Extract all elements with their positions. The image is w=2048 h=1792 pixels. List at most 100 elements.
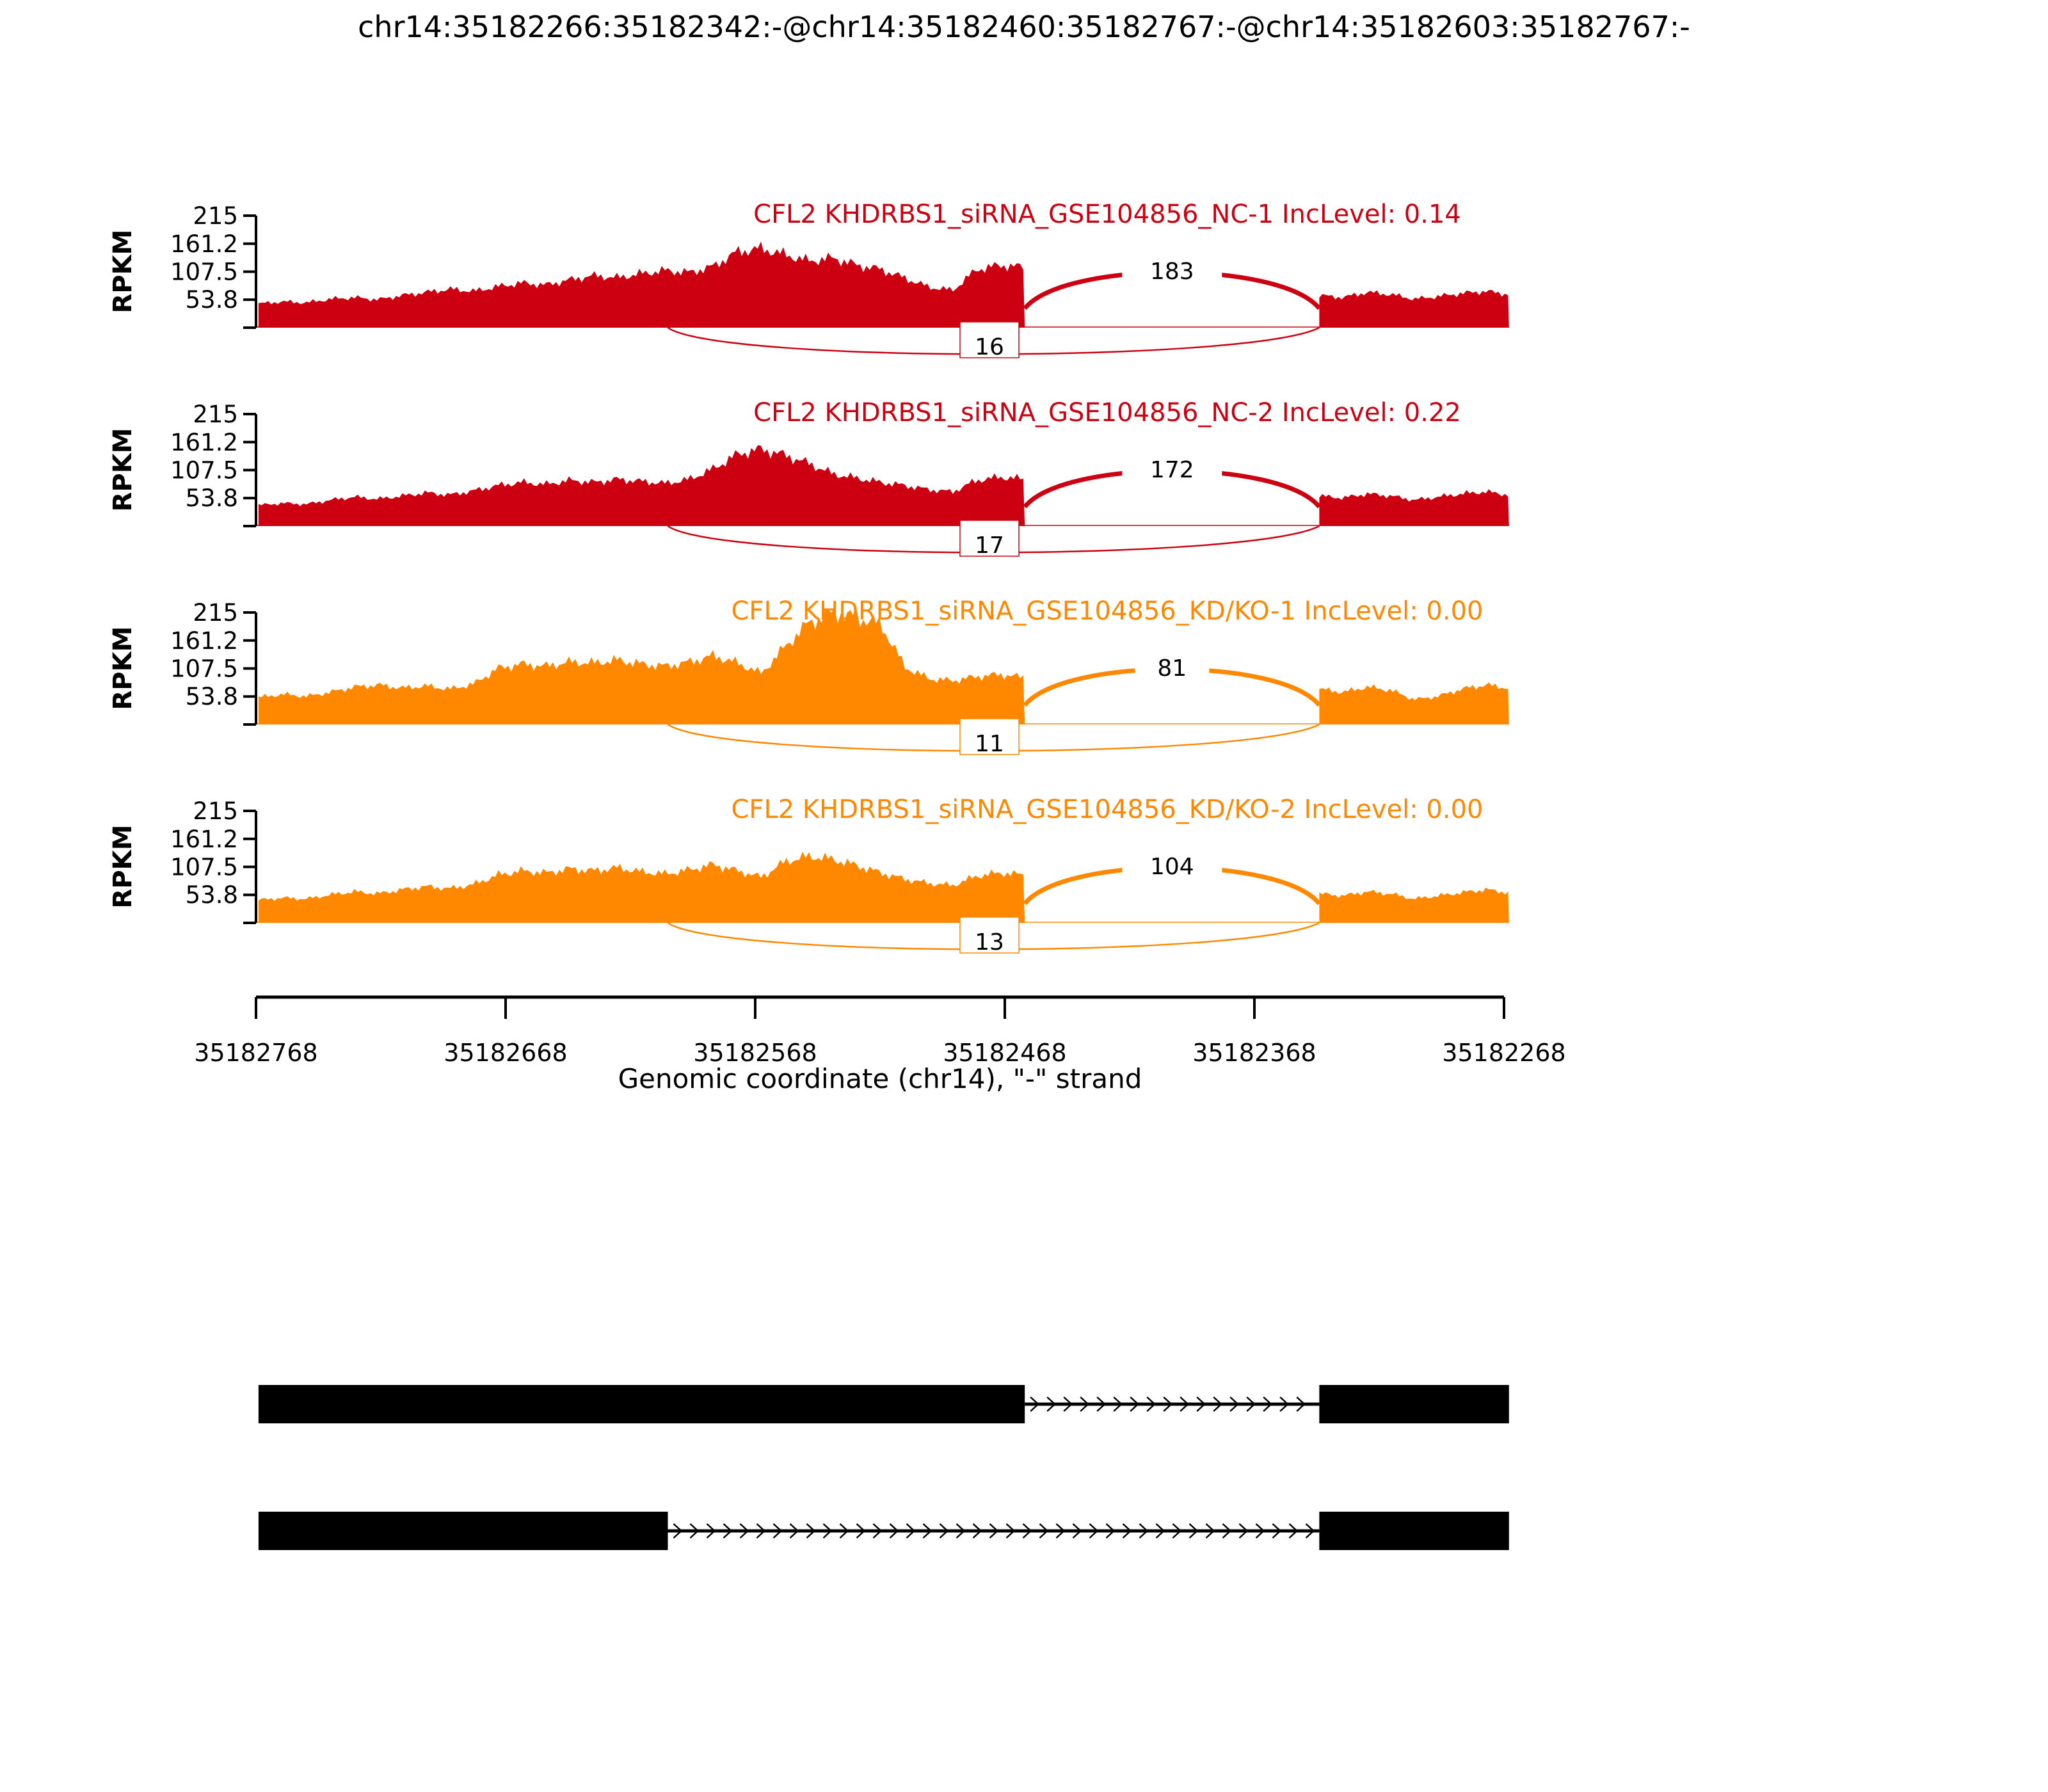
x-tick-label: 35182668 bbox=[444, 1039, 567, 1067]
junction-count-top: 183 bbox=[1150, 259, 1194, 285]
intron-arrow bbox=[1272, 1523, 1282, 1539]
intron-arrow bbox=[1080, 1396, 1090, 1412]
intron-arrow bbox=[1146, 1396, 1156, 1412]
x-tick-label: 35182568 bbox=[693, 1039, 817, 1067]
x-tick-label: 35182268 bbox=[1442, 1039, 1565, 1067]
intron-arrow bbox=[1063, 1396, 1073, 1412]
junction-count-box bbox=[959, 321, 1020, 358]
y-tick-label: 161.2 bbox=[170, 230, 238, 258]
intron-arrow bbox=[1188, 1523, 1199, 1539]
intron-arrow bbox=[673, 1523, 683, 1539]
intron-arrow bbox=[706, 1523, 716, 1539]
coverage-area bbox=[1319, 489, 1509, 526]
intron-arrow bbox=[839, 1523, 849, 1539]
track-3: CFL2 KHDRBS1_siRNA_GSE104856_KD/KO-2 Inc… bbox=[108, 795, 1509, 956]
isoform-1 bbox=[258, 1512, 1509, 1550]
intron-arrow bbox=[772, 1523, 783, 1539]
intron-arrow bbox=[939, 1523, 949, 1539]
intron-arrow bbox=[1005, 1523, 1016, 1539]
gene-model bbox=[258, 1385, 1509, 1550]
coverage-area bbox=[1319, 290, 1509, 328]
intron-arrow bbox=[1030, 1396, 1040, 1412]
y-tick-label: 53.8 bbox=[186, 484, 238, 512]
intron-arrow bbox=[1172, 1523, 1182, 1539]
intron-arrow bbox=[723, 1523, 733, 1539]
y-tick-label: 161.2 bbox=[170, 429, 238, 456]
intron-arrow bbox=[1122, 1523, 1132, 1539]
intron-arrow bbox=[1196, 1396, 1206, 1412]
x-axis: 35182768 35182668 35182568 35182468 35182368… bbox=[194, 995, 1566, 1067]
intron-arrow bbox=[1155, 1523, 1165, 1539]
coverage-area bbox=[258, 851, 1025, 923]
intron-arrow bbox=[856, 1523, 866, 1539]
track-3-title: CFL2 KHDRBS1_siRNA_GSE104856_KD/KO-2 Inc… bbox=[732, 795, 1484, 824]
coverage-area bbox=[258, 608, 1025, 724]
y-tick-label: 215 bbox=[193, 599, 238, 627]
y-tick-label: 161.2 bbox=[170, 826, 238, 853]
y-tick-label: 161.2 bbox=[170, 627, 238, 655]
intron-arrow bbox=[822, 1523, 833, 1539]
intron-arrow bbox=[1229, 1396, 1240, 1412]
intron-arrow bbox=[1296, 1396, 1306, 1412]
track-0: CFL2 KHDRBS1_siRNA_GSE104856_NC-1 IncLev… bbox=[108, 200, 1509, 360]
intron-arrow bbox=[756, 1523, 766, 1539]
plot-title: chr14:35182266:35182342:-@chr14:35182460… bbox=[358, 10, 1690, 44]
y-axis-label: RPKM bbox=[108, 230, 138, 314]
y-tick-label: 107.5 bbox=[170, 259, 238, 286]
junction-count-bottom: 11 bbox=[975, 731, 1004, 757]
intron-arrow bbox=[1089, 1523, 1099, 1539]
intron-arrow bbox=[872, 1523, 883, 1539]
x-tick-label: 35182768 bbox=[194, 1039, 317, 1067]
junction-count-box bbox=[959, 718, 1020, 755]
exon-block bbox=[1319, 1512, 1509, 1550]
coverage-area bbox=[258, 445, 1025, 526]
intron-arrow bbox=[1072, 1523, 1082, 1539]
y-axis-label: RPKM bbox=[108, 825, 138, 909]
intron-arrow bbox=[1163, 1396, 1173, 1412]
intron-arrow bbox=[689, 1523, 700, 1539]
intron-arrow bbox=[906, 1523, 916, 1539]
exon-block bbox=[1319, 1385, 1509, 1423]
intron-arrow bbox=[806, 1523, 816, 1539]
junction-count-top: 81 bbox=[1157, 655, 1187, 682]
intron-arrow bbox=[956, 1523, 966, 1539]
junction-count-top: 172 bbox=[1150, 457, 1194, 483]
track-1: CFL2 KHDRBS1_siRNA_GSE104856_NC-2 IncLev… bbox=[108, 398, 1509, 559]
junction-count-box bbox=[1122, 850, 1222, 883]
intron-arrow bbox=[1180, 1396, 1190, 1412]
y-tick-label: 107.5 bbox=[170, 457, 238, 484]
intron-arrow bbox=[1279, 1396, 1290, 1412]
junction-count-bottom: 13 bbox=[975, 929, 1004, 956]
junction-count-box bbox=[1122, 255, 1222, 288]
track-1-title: CFL2 KHDRBS1_siRNA_GSE104856_NC-2 IncLev… bbox=[753, 398, 1461, 428]
coverage-area bbox=[258, 241, 1025, 328]
intron-arrow bbox=[1130, 1396, 1140, 1412]
junction-count-box bbox=[1122, 453, 1222, 486]
intron-arrow bbox=[1022, 1523, 1032, 1539]
coverage-area bbox=[1319, 887, 1509, 923]
intron-arrow bbox=[1096, 1396, 1107, 1412]
intron-arrow bbox=[1139, 1523, 1149, 1539]
y-tick-label: 215 bbox=[193, 797, 238, 825]
y-tick-label: 215 bbox=[193, 202, 238, 230]
intron-arrow bbox=[922, 1523, 932, 1539]
junction-count-bottom: 17 bbox=[975, 532, 1004, 559]
y-tick-label: 107.5 bbox=[170, 655, 238, 683]
x-tick-label: 35182368 bbox=[1192, 1039, 1316, 1067]
intron-arrow bbox=[1105, 1523, 1116, 1539]
junction-count-box bbox=[959, 520, 1020, 557]
junction-count-box bbox=[1135, 652, 1210, 685]
exon-block bbox=[258, 1385, 1025, 1423]
x-tick-label: 35182468 bbox=[943, 1039, 1066, 1067]
x-axis-label: Genomic coordinate (chr14), "-" strand bbox=[618, 1063, 1142, 1094]
intron-arrow bbox=[1046, 1396, 1057, 1412]
intron-arrow bbox=[1288, 1523, 1299, 1539]
intron-arrow bbox=[1305, 1523, 1315, 1539]
intron-arrow bbox=[1055, 1523, 1066, 1539]
intron-arrow bbox=[789, 1523, 799, 1539]
